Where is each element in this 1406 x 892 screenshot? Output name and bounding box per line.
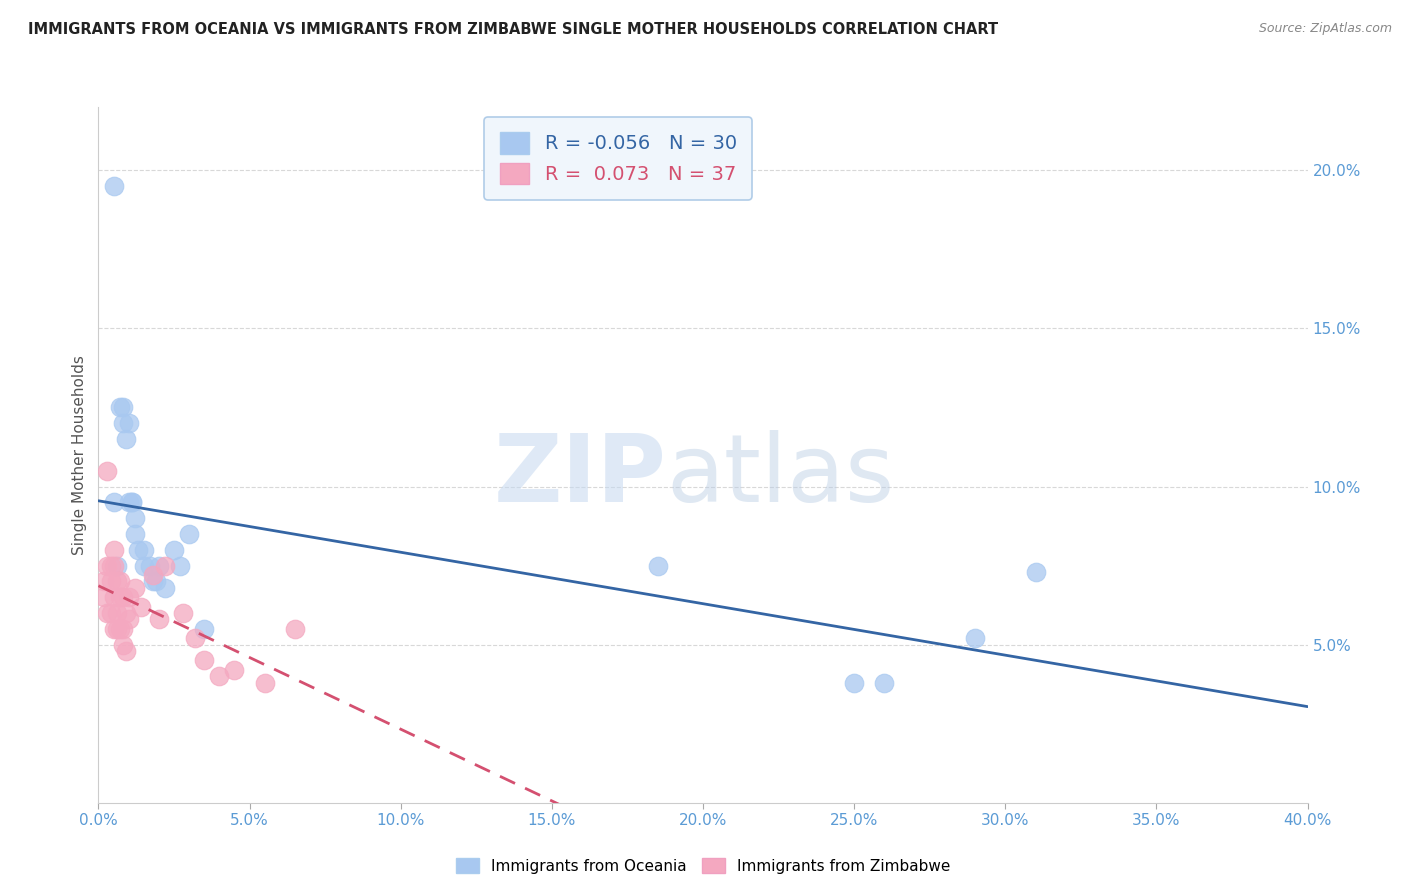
Point [284, 622, 307, 636]
Point [108, 401, 131, 415]
Point [224, 663, 246, 677]
Point [103, 179, 125, 194]
Point [111, 622, 134, 636]
Point [111, 591, 134, 605]
Point [100, 574, 122, 589]
Point [93, 574, 115, 589]
Point [169, 558, 191, 573]
Point [114, 644, 136, 658]
Point [118, 417, 141, 431]
Point [111, 401, 134, 415]
Point [111, 638, 134, 652]
Point [108, 591, 131, 605]
Point [105, 606, 128, 620]
Point [145, 574, 167, 589]
Point [124, 527, 146, 541]
Point [129, 599, 152, 614]
Point [103, 495, 125, 509]
Point [142, 574, 165, 589]
Point [127, 542, 149, 557]
Point [96, 606, 118, 620]
Legend: R = -0.056   N = 30, R =  0.073   N = 37: R = -0.056 N = 30, R = 0.073 N = 37 [485, 117, 752, 200]
Point [105, 622, 128, 636]
Point [103, 558, 125, 573]
Point [132, 542, 155, 557]
Point [96, 558, 118, 573]
Point [208, 669, 231, 683]
Point [100, 606, 122, 620]
Point [118, 495, 141, 509]
Point [873, 675, 896, 690]
Point [132, 558, 155, 573]
Point [139, 558, 162, 573]
Point [153, 558, 176, 573]
Point [108, 622, 131, 636]
Point [153, 581, 176, 595]
Legend: Immigrants from Oceania, Immigrants from Zimbabwe: Immigrants from Oceania, Immigrants from… [450, 852, 956, 880]
Point [105, 574, 128, 589]
Text: IMMIGRANTS FROM OCEANIA VS IMMIGRANTS FROM ZIMBABWE SINGLE MOTHER HOUSEHOLDS COR: IMMIGRANTS FROM OCEANIA VS IMMIGRANTS FR… [28, 22, 998, 37]
Point [163, 542, 186, 557]
Point [103, 622, 125, 636]
Point [103, 542, 125, 557]
Point [193, 653, 215, 667]
Point [844, 675, 866, 690]
Point [121, 495, 143, 509]
Point [647, 558, 669, 573]
Point [965, 632, 987, 646]
Point [142, 568, 165, 582]
Point [93, 591, 115, 605]
Point [124, 581, 146, 595]
Point [253, 675, 276, 690]
Point [124, 511, 146, 525]
Point [118, 612, 141, 626]
Point [111, 417, 134, 431]
Point [184, 632, 207, 646]
Point [172, 606, 194, 620]
Point [103, 591, 125, 605]
Point [105, 558, 128, 573]
Y-axis label: Single Mother Households: Single Mother Households [72, 355, 87, 555]
Text: atlas: atlas [666, 430, 896, 522]
Text: Source: ZipAtlas.com: Source: ZipAtlas.com [1258, 22, 1392, 36]
Point [121, 495, 143, 509]
Point [179, 527, 201, 541]
Point [114, 432, 136, 446]
Point [118, 591, 141, 605]
Point [148, 612, 170, 626]
Text: ZIP: ZIP [494, 430, 666, 522]
Point [1024, 565, 1046, 579]
Point [193, 622, 215, 636]
Point [96, 464, 118, 478]
Point [114, 606, 136, 620]
Point [108, 574, 131, 589]
Point [148, 558, 170, 573]
Point [100, 558, 122, 573]
